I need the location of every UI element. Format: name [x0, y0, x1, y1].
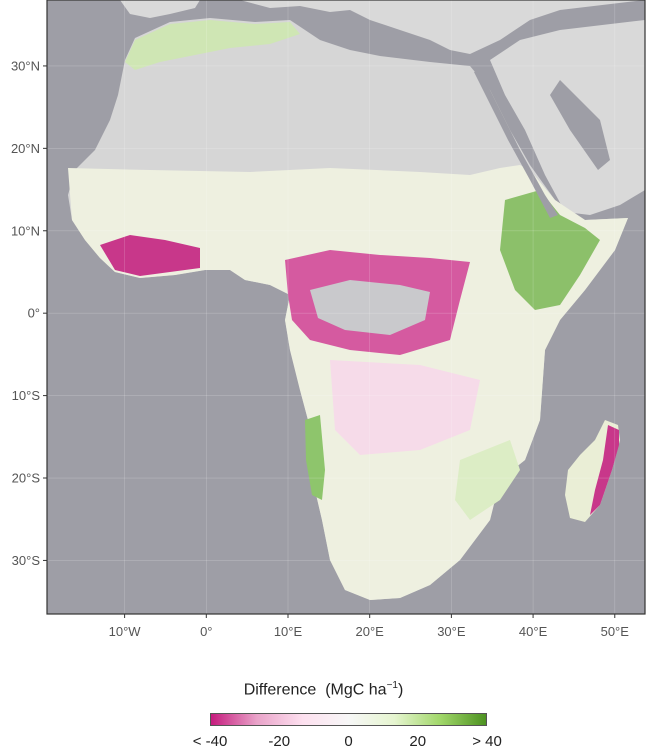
arabian-gulf-sea: [550, 80, 610, 170]
lat-tick-label: 30°S: [12, 553, 41, 568]
lat-tick-label: 10°S: [12, 388, 41, 403]
lon-tick-label: 30°E: [437, 624, 466, 639]
lat-tick-label: 30°N: [11, 58, 40, 73]
map-panel: 30°N 20°N 10°N 0° 10°S 20°S 30°S 10°W 0° 10°E 20°…: [11, 0, 646, 639]
lat-tick-label: 0°: [28, 306, 40, 321]
red-sea: [474, 70, 558, 218]
west-africa-loss: [100, 235, 200, 276]
ethiopian-highlands-gain: [500, 190, 600, 310]
map-frame: [46, 0, 646, 615]
legend-tick-label: 0: [344, 733, 353, 750]
europe-landmass: [200, 0, 645, 54]
southern-africa-pink: [330, 360, 480, 455]
legend-tick-label: < -40: [192, 733, 228, 750]
angola-coast-gain: [305, 415, 325, 500]
legend-tick-label: 20: [409, 733, 427, 750]
legend-title: Difference (MgC ha−1): [0, 680, 647, 699]
legend-tick-label: -20: [268, 733, 291, 750]
lat-tick-label: 20°N: [11, 141, 40, 156]
longitude-axis: 10°W 0° 10°E 20°E 30°E 40°E 50°E: [109, 614, 630, 639]
legend-title-close: ): [397, 681, 404, 699]
maghreb-vegetation: [125, 20, 300, 70]
lon-tick-label: 20°E: [356, 624, 385, 639]
southeast-africa-gain: [455, 440, 520, 520]
lon-tick-label: 40°E: [519, 624, 548, 639]
iberia-landmass: [120, 0, 200, 18]
legend-tick-label: > 40: [472, 733, 502, 750]
lon-tick-label: 0°: [200, 624, 212, 639]
lon-tick-label: 10°E: [274, 624, 303, 639]
legend-title-sup: −1: [386, 680, 398, 691]
legend-title-prefix: Difference: [243, 681, 317, 699]
lat-tick-label: 20°S: [12, 471, 41, 486]
madagascar-east-loss: [590, 425, 619, 515]
legend-colorbar: [210, 713, 487, 726]
congo-basin-core: [310, 280, 430, 335]
graticule: [47, 0, 645, 614]
lat-tick-label: 10°N: [11, 223, 40, 238]
legend-title-unit: (MgC ha: [325, 681, 387, 699]
lon-tick-label: 10°W: [109, 624, 142, 639]
lon-tick-label: 50°E: [601, 624, 630, 639]
latitude-axis: 30°N 20°N 10°N 0° 10°S 20°S 30°S: [11, 58, 47, 568]
